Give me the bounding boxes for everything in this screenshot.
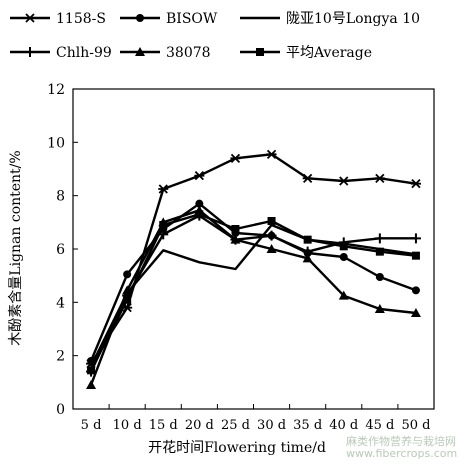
x-tick-label: 40 d: [329, 418, 358, 433]
data-point: [410, 308, 421, 317]
data-point: [195, 199, 204, 208]
legend-label: BISOW: [166, 11, 218, 27]
data-point: [195, 210, 204, 219]
watermark-line-2: www.fibercrops.com: [346, 447, 458, 460]
y-tick-label: 10: [47, 135, 65, 151]
data-point: [267, 217, 276, 225]
x-tick-label: 20 d: [185, 418, 214, 433]
y-axis: 0 2 4 6 8 10 12: [47, 82, 78, 418]
y-tick-label: 8: [56, 189, 65, 205]
x-tick-label: 30 d: [257, 418, 286, 433]
data-point: [411, 251, 420, 260]
legend-label: 陇亚10号Longya 10: [286, 11, 420, 27]
data-point: [87, 366, 96, 375]
series-line: [89, 202, 417, 362]
series-3: [89, 223, 417, 367]
data-point: [375, 247, 384, 256]
y-tick-label: 12: [47, 82, 65, 98]
data-point: [231, 225, 240, 233]
data-point: [230, 234, 241, 244]
data-point: [158, 184, 169, 194]
legend-label: 38078: [166, 45, 211, 61]
data-point: [410, 179, 421, 189]
data-point: [266, 244, 277, 253]
data-point: [339, 253, 348, 261]
legend-label: 1158-S: [56, 11, 106, 27]
y-tick-label: 0: [56, 402, 65, 418]
series-line: [89, 209, 417, 386]
data-point: [374, 233, 385, 244]
x-tick-label: 25 d: [221, 418, 250, 433]
data-point: [266, 149, 277, 159]
y-tick-label: 6: [56, 242, 65, 258]
data-point: [266, 230, 277, 241]
x-tick-label: 45 d: [365, 418, 394, 433]
legend-item: 1158-S: [10, 11, 106, 27]
series-line: [89, 153, 417, 365]
data-point: [86, 380, 97, 389]
data-point: [159, 221, 168, 229]
legend-item: 平均Average: [240, 45, 372, 61]
legend-marker: [136, 14, 144, 22]
series-line: [89, 213, 417, 371]
x-tick-label: 10 d: [113, 418, 142, 433]
series-line: [89, 214, 416, 373]
data-point: [375, 273, 384, 281]
series-layer: [86, 149, 421, 389]
legend-label: Chlh-99: [56, 45, 112, 61]
x-axis-label: 开花时间Flowering time/d: [148, 440, 326, 456]
watermark-line-1: 麻类作物营养与栽培网: [346, 435, 456, 448]
data-point: [338, 290, 349, 300]
series-1: [86, 149, 421, 369]
legend-marker: [25, 13, 35, 23]
data-point: [230, 153, 241, 163]
legend-item: 38078: [120, 45, 211, 61]
series-5: [86, 205, 421, 389]
x-tick-label: 5 d: [81, 418, 102, 433]
data-point: [339, 242, 348, 251]
data-point: [374, 173, 385, 183]
data-point: [123, 295, 132, 304]
legend: 1158-S BISOW 陇亚10号Longya 10 Chlh-99 38078 平均A…: [10, 11, 420, 61]
data-point: [303, 235, 312, 244]
data-point: [123, 270, 132, 279]
series-6: [87, 210, 420, 375]
data-point: [302, 173, 313, 183]
legend-marker: [256, 48, 264, 56]
data-point: [338, 176, 349, 186]
y-tick-label: 2: [56, 349, 65, 365]
series-4: [86, 210, 421, 377]
legend-item: Chlh-99: [10, 45, 112, 61]
data-point: [411, 286, 420, 295]
data-point: [410, 233, 421, 244]
legend-label: 平均Average: [286, 45, 372, 61]
x-tick-label: 15 d: [149, 418, 178, 433]
data-point: [194, 171, 205, 181]
y-axis-label: 木酚素含量Lignan content/%: [8, 150, 24, 345]
legend-marker: [135, 47, 145, 56]
x-tick-label: 35 d: [293, 418, 322, 433]
data-point: [374, 304, 385, 313]
legend-item: BISOW: [120, 11, 218, 27]
y-tick-label: 4: [56, 295, 65, 311]
x-axis: 5 d 10 d 15 d 20 d 25 d 30 d 35 d 40 d 45 d 50 d: [81, 404, 430, 433]
data-point: [302, 253, 313, 263]
series-line: [89, 223, 417, 367]
legend-marker: [25, 47, 35, 57]
x-tick-label: 50 d: [401, 418, 430, 433]
legend-item: 陇亚10号Longya 10: [240, 11, 420, 27]
